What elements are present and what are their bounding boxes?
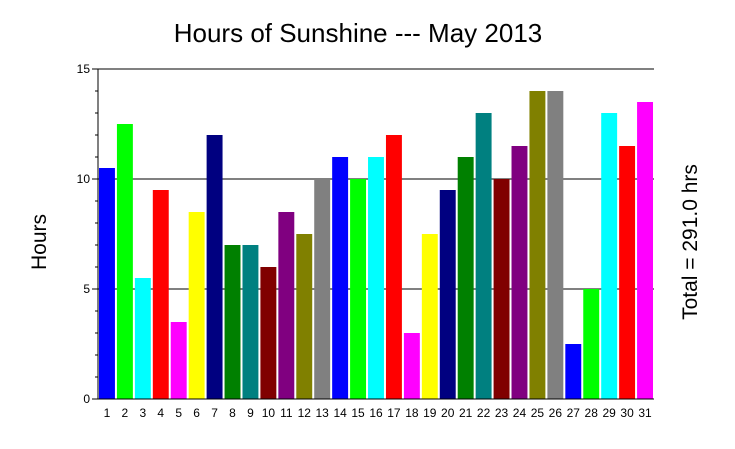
bar-day-14 — [332, 157, 349, 399]
bar-day-25 — [529, 91, 546, 399]
x-tick-label: 27 — [567, 406, 581, 420]
x-tick-label: 28 — [585, 406, 599, 420]
x-tick-label: 15 — [351, 406, 365, 420]
x-ticks: 1 2 3 4 5 6 7 8 9 10 11 12 13 14 15 16 17 18 19 20 21 22 23 24 2… — [104, 406, 652, 420]
x-tick-label: 2 — [122, 406, 129, 420]
bar-day-3 — [134, 278, 151, 399]
bar-day-31 — [637, 102, 653, 399]
bar-day-26 — [547, 91, 564, 399]
bar-day-22 — [475, 113, 492, 399]
x-tick-label: 1 — [104, 406, 111, 420]
y-tick-label: 5 — [83, 282, 90, 296]
x-tick-label: 4 — [157, 406, 164, 420]
bar-day-23 — [493, 179, 510, 399]
bar-day-30 — [619, 146, 636, 399]
x-tick-label: 8 — [229, 406, 236, 420]
x-tick-label: 18 — [405, 406, 419, 420]
bar-day-28 — [583, 289, 600, 399]
x-tick-label: 29 — [602, 406, 616, 420]
x-tick-label: 23 — [495, 406, 509, 420]
bar-day-29 — [601, 113, 618, 399]
chart-title: Hours of Sunshine --- May 2013 — [174, 18, 543, 48]
bar-day-4 — [152, 190, 169, 399]
x-tick-label: 11 — [280, 406, 293, 420]
y-tick-label: 15 — [77, 62, 91, 76]
bar-day-1 — [99, 168, 115, 399]
bar-day-12 — [296, 234, 313, 399]
x-tick-label: 20 — [441, 406, 455, 420]
x-tick-label: 13 — [316, 406, 330, 420]
x-tick-label: 26 — [549, 406, 563, 420]
x-tick-label: 7 — [211, 406, 218, 420]
bar-day-18 — [403, 333, 420, 399]
bar-day-16 — [368, 157, 384, 399]
bar-day-7 — [206, 135, 223, 399]
x-tick-label: 6 — [193, 406, 200, 420]
y-axis-label: Hours — [28, 214, 51, 270]
bar-day-11 — [278, 212, 295, 399]
bar-day-2 — [116, 124, 133, 399]
bar-day-17 — [385, 135, 402, 399]
bar-day-5 — [170, 322, 187, 399]
x-tick-label: 21 — [459, 406, 473, 420]
bar-day-27 — [565, 344, 582, 399]
x-tick-label: 25 — [531, 406, 545, 420]
y-ticks: 0 5 10 15 — [77, 62, 98, 406]
x-tick-label: 3 — [139, 406, 146, 420]
bar-day-15 — [350, 179, 367, 399]
total-hours-label: Total = 291.0 hrs — [679, 164, 702, 320]
bar-day-24 — [511, 146, 528, 399]
axes — [97, 69, 654, 400]
bar-day-21 — [457, 157, 474, 399]
bar-day-6 — [188, 212, 205, 399]
x-tick-label: 24 — [513, 406, 527, 420]
x-tick-label: 14 — [333, 406, 347, 420]
x-tick-label: 12 — [298, 406, 312, 420]
x-tick-label: 5 — [175, 406, 182, 420]
x-tick-label: 10 — [262, 406, 276, 420]
x-tick-label: 16 — [369, 406, 383, 420]
x-tick-label: 17 — [387, 406, 401, 420]
bar-day-19 — [421, 234, 438, 399]
bar-day-13 — [314, 179, 331, 399]
bar-day-9 — [242, 245, 259, 399]
bar-day-10 — [260, 267, 277, 399]
x-tick-label: 9 — [247, 406, 254, 420]
bars — [99, 91, 653, 399]
y-tick-label: 10 — [77, 172, 91, 186]
x-tick-label: 22 — [477, 406, 491, 420]
bar-day-20 — [439, 190, 456, 399]
bar-day-8 — [224, 245, 241, 399]
x-tick-label: 19 — [423, 406, 437, 420]
y-tick-label: 0 — [83, 392, 90, 406]
x-tick-label: 30 — [620, 406, 634, 420]
x-tick-label: 31 — [638, 406, 652, 420]
